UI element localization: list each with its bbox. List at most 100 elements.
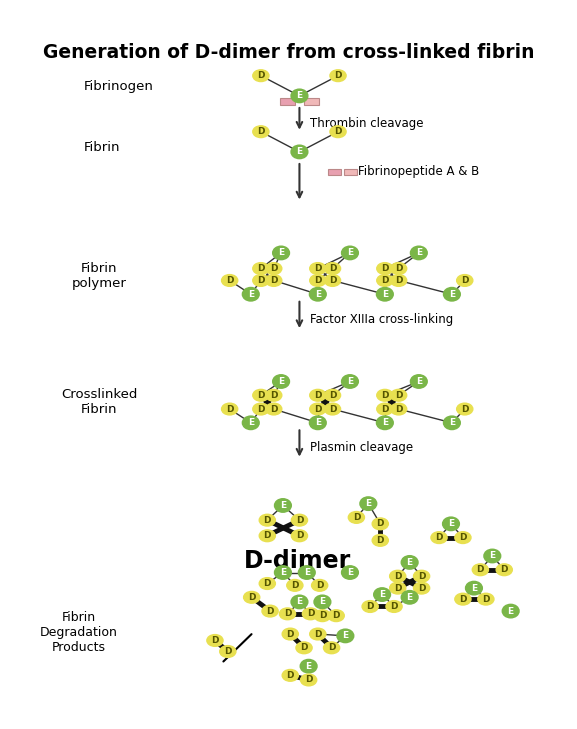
Text: E: E (407, 558, 413, 567)
Text: E: E (297, 91, 302, 101)
Bar (304, 98, 319, 105)
Text: D: D (287, 630, 294, 639)
Ellipse shape (324, 262, 340, 274)
Text: D: D (477, 565, 484, 574)
Ellipse shape (259, 514, 275, 526)
Ellipse shape (273, 246, 289, 260)
Ellipse shape (253, 70, 269, 82)
Text: E: E (365, 499, 372, 508)
Text: E: E (280, 568, 286, 577)
Text: E: E (347, 249, 353, 257)
Ellipse shape (377, 288, 393, 301)
Ellipse shape (372, 534, 388, 546)
Ellipse shape (310, 262, 326, 274)
Text: D: D (264, 531, 271, 540)
Text: Fibrin: Fibrin (84, 141, 120, 154)
Ellipse shape (310, 403, 326, 415)
Ellipse shape (291, 530, 308, 542)
Ellipse shape (220, 646, 236, 658)
Text: D: D (418, 584, 425, 593)
Text: Fibrinopeptide A & B: Fibrinopeptide A & B (358, 165, 479, 178)
Text: D: D (459, 533, 467, 542)
Text: D: D (270, 391, 278, 399)
Text: D: D (257, 127, 265, 136)
Ellipse shape (324, 642, 340, 654)
Ellipse shape (301, 674, 317, 686)
Text: D: D (459, 595, 467, 604)
Text: D: D (270, 264, 278, 273)
Text: Crosslinked
Fibrin: Crosslinked Fibrin (61, 388, 137, 416)
Ellipse shape (389, 570, 406, 582)
Text: D: D (226, 405, 234, 413)
Text: D: D (366, 602, 374, 611)
Text: Plasmin cleavage: Plasmin cleavage (310, 441, 414, 454)
Ellipse shape (414, 582, 430, 594)
Ellipse shape (242, 288, 259, 301)
Ellipse shape (377, 403, 393, 415)
Ellipse shape (391, 403, 407, 415)
Ellipse shape (279, 608, 295, 620)
Text: E: E (278, 249, 284, 257)
Text: D: D (257, 71, 265, 80)
Text: D: D (390, 602, 398, 611)
Ellipse shape (342, 375, 358, 388)
Text: D: D (226, 276, 234, 285)
Text: E: E (489, 551, 496, 561)
Ellipse shape (456, 403, 473, 415)
Text: D: D (284, 609, 291, 618)
Text: D: D (461, 405, 469, 413)
Ellipse shape (455, 593, 471, 605)
Text: D: D (461, 276, 469, 285)
Text: D: D (257, 405, 265, 413)
Ellipse shape (222, 275, 238, 286)
Ellipse shape (328, 609, 344, 622)
Text: D: D (295, 531, 303, 540)
Ellipse shape (496, 564, 512, 576)
Ellipse shape (377, 389, 393, 401)
Text: D: D (377, 519, 384, 529)
Ellipse shape (243, 591, 260, 603)
Text: D: D (314, 405, 321, 413)
Ellipse shape (298, 566, 315, 579)
Ellipse shape (324, 389, 340, 401)
Text: E: E (319, 597, 325, 607)
Ellipse shape (444, 416, 460, 429)
Text: E: E (347, 568, 353, 577)
Text: D: D (257, 391, 265, 399)
Text: D: D (248, 593, 256, 602)
Text: E: E (416, 377, 422, 386)
Text: D-dimer: D-dimer (244, 548, 351, 572)
Text: D: D (500, 565, 508, 574)
Ellipse shape (389, 582, 406, 594)
Ellipse shape (455, 531, 471, 544)
Text: D: D (300, 643, 308, 652)
Ellipse shape (324, 275, 340, 286)
Text: E: E (248, 418, 254, 427)
Text: D: D (395, 391, 402, 399)
Ellipse shape (265, 275, 282, 286)
Text: D: D (211, 636, 219, 645)
Text: D: D (316, 581, 323, 590)
Ellipse shape (314, 609, 331, 622)
Ellipse shape (302, 608, 319, 620)
Text: D: D (395, 264, 402, 273)
Ellipse shape (265, 389, 282, 401)
Text: D: D (329, 264, 336, 273)
Text: D: D (267, 607, 274, 615)
Ellipse shape (310, 275, 326, 286)
Ellipse shape (253, 403, 269, 415)
Ellipse shape (253, 262, 269, 274)
Text: D: D (291, 581, 299, 590)
Text: D: D (395, 276, 402, 285)
Ellipse shape (402, 590, 418, 604)
Ellipse shape (414, 570, 430, 582)
Text: D: D (305, 676, 312, 685)
Text: D: D (314, 630, 321, 639)
Ellipse shape (253, 389, 269, 401)
Ellipse shape (265, 403, 282, 415)
Ellipse shape (431, 531, 447, 544)
Ellipse shape (282, 628, 298, 640)
Ellipse shape (337, 629, 354, 642)
Ellipse shape (291, 514, 308, 526)
Ellipse shape (377, 416, 393, 429)
